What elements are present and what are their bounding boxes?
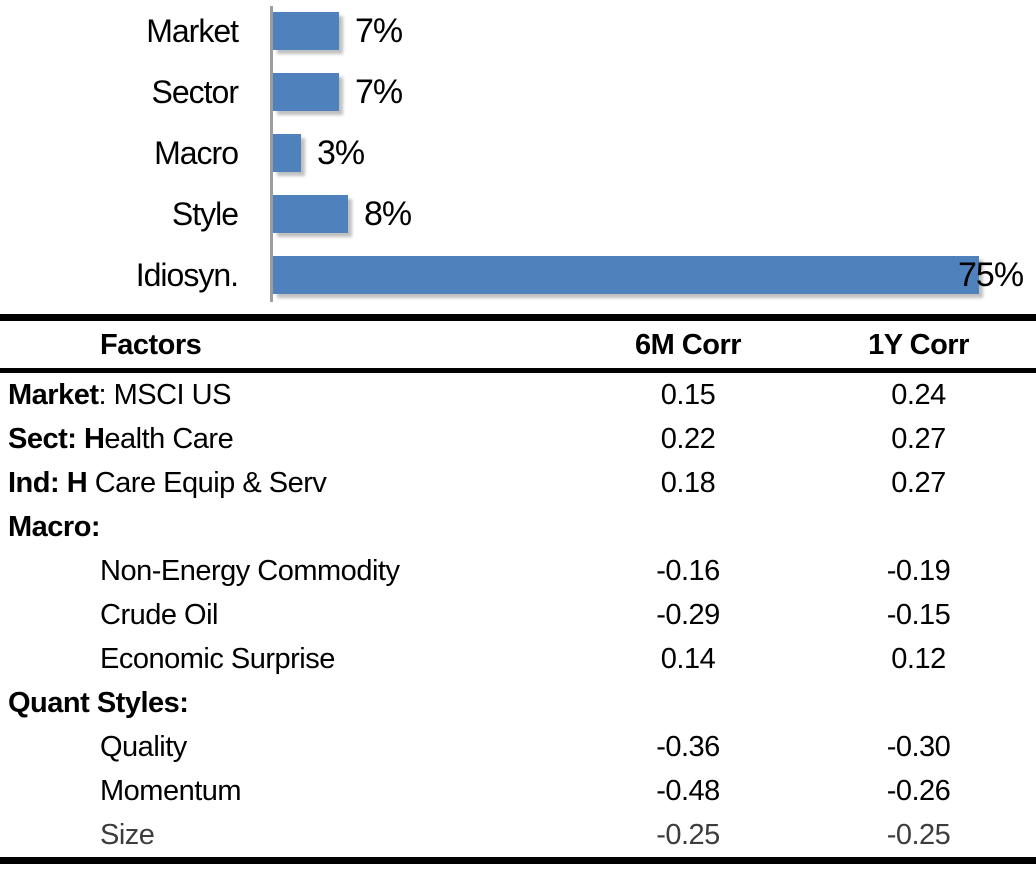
factor-label-segment: Sect: H: [8, 422, 105, 455]
bar-value-label: 3%: [317, 133, 365, 172]
factor-cell: Quality: [0, 725, 575, 769]
corr-1y-cell: -0.30: [886, 730, 951, 763]
col-header-factors: Factors: [0, 321, 575, 373]
factor-label-segment: Market: [8, 378, 99, 411]
factor-cell: Momentum: [0, 769, 575, 813]
factor-cell: Macro:: [0, 505, 575, 549]
corr-6m-cell: [575, 681, 801, 725]
table-row: Non-Energy Commodity -0.16 -0.19: [0, 549, 1036, 593]
bar-area: 8%: [273, 194, 1036, 233]
corr-1y-cell: 0.24: [891, 378, 946, 411]
factor-label-segment: Macro:: [8, 510, 101, 543]
factor-cell: Ind: H Care Equip & Serv: [0, 461, 575, 505]
corr-6m-cell: -0.25: [656, 818, 720, 851]
corr-6m-cell: [575, 505, 801, 549]
category-label: Style: [171, 195, 239, 232]
risk-decomposition-bar-chart: Market 7% Sector 7% Macro 3% Style: [0, 0, 1036, 310]
corr-1y-cell: -0.15: [886, 598, 951, 631]
table-row: Economic Surprise 0.14 0.12: [0, 637, 1036, 681]
category-label: Idiosyn.: [135, 256, 239, 293]
bar-value-label: 7%: [355, 11, 403, 50]
col-header-1y-corr: 1Y Corr: [801, 321, 1036, 373]
factor-label-segment: Crude Oil: [100, 598, 219, 631]
chart-row: Sector 7%: [0, 61, 1036, 122]
corr-6m-cell: 0.18: [660, 466, 716, 499]
chart-row: Idiosyn. 75%: [0, 244, 1036, 305]
table-row: Quality -0.36 -0.30: [0, 725, 1036, 769]
corr-6m-cell: -0.36: [656, 730, 720, 763]
factor-cell: Market: MSCI US: [0, 371, 575, 418]
corr-1y-cell: 0.12: [891, 642, 946, 675]
corr-6m-cell: 0.14: [660, 642, 716, 675]
table-row: Momentum -0.48 -0.26: [0, 769, 1036, 813]
corr-6m-cell: -0.29: [656, 598, 720, 631]
chart-row: Style 8%: [0, 183, 1036, 244]
chart-bar: [273, 72, 339, 111]
corr-6m-cell: -0.48: [656, 774, 720, 807]
factor-cell: Non-Energy Commodity: [0, 549, 575, 593]
category-label: Sector: [151, 73, 239, 110]
factor-label-segment: Non-Energy Commodity: [100, 554, 400, 587]
factor-label-segment: Size: [100, 818, 155, 851]
bar-area: 75%: [273, 255, 1036, 294]
factor-cell: Economic Surprise: [0, 637, 575, 681]
factor-cell: Size: [0, 813, 575, 857]
category-label: Macro: [154, 134, 239, 171]
correlation-table-wrap: Factors 6M Corr 1Y Corr Market: MSCI US …: [0, 314, 1036, 864]
corr-1y-cell: -0.25: [886, 818, 951, 851]
table-row: Quant Styles:: [0, 681, 1036, 725]
table-row: Market: MSCI US 0.15 0.24: [0, 371, 1036, 418]
corr-1y-cell: [801, 681, 1036, 725]
corr-1y-cell: 0.27: [891, 422, 946, 455]
factor-cell: Crude Oil: [0, 593, 575, 637]
factor-label-segment: Economic Surprise: [100, 642, 335, 675]
chart-plot-area: Market 7% Sector 7% Macro 3% Style: [0, 0, 1036, 305]
category-label: Market: [146, 12, 239, 49]
factor-correlation-table: Factors 6M Corr 1Y Corr Market: MSCI US …: [0, 321, 1036, 857]
factor-label-segment: ealth Care: [104, 422, 234, 455]
chart-bar: [273, 133, 301, 172]
table-row: Sect: Health Care 0.22 0.27: [0, 417, 1036, 461]
factor-label-segment: Care Equip & Serv: [87, 466, 327, 499]
corr-1y-cell: [801, 505, 1036, 549]
corr-6m-cell: 0.15: [660, 378, 716, 411]
chart-y-axis-line: [270, 6, 273, 302]
factor-cell: Sect: Health Care: [0, 417, 575, 461]
table-row: Crude Oil -0.29 -0.15: [0, 593, 1036, 637]
bar-value-label: 8%: [364, 194, 412, 233]
table-row: Size -0.25 -0.25: [0, 813, 1036, 857]
factor-label-segment: Momentum: [100, 774, 242, 807]
factor-label-segment: : MSCI US: [98, 378, 232, 411]
chart-bar: [273, 255, 979, 294]
bar-area: 3%: [273, 133, 1036, 172]
chart-row: Macro 3%: [0, 122, 1036, 183]
factor-label-segment: Quant Styles:: [8, 686, 189, 719]
corr-1y-cell: 0.27: [891, 466, 946, 499]
corr-6m-cell: 0.22: [660, 422, 716, 455]
table-header-row: Factors 6M Corr 1Y Corr: [0, 321, 1036, 373]
bar-value-label: 7%: [355, 72, 403, 111]
factor-label-segment: Ind: H: [8, 466, 88, 499]
bar-area: 7%: [273, 11, 1036, 50]
bar-area: 7%: [273, 72, 1036, 111]
factor-label-segment: Quality: [100, 730, 187, 763]
corr-6m-cell: -0.16: [656, 554, 720, 587]
corr-1y-cell: -0.19: [886, 554, 951, 587]
factor-cell: Quant Styles:: [0, 681, 575, 725]
table-row: Macro:: [0, 505, 1036, 549]
corr-1y-cell: -0.26: [886, 774, 951, 807]
chart-row: Market 7%: [0, 0, 1036, 61]
col-header-6m-corr: 6M Corr: [575, 321, 801, 373]
table-row: Ind: H Care Equip & Serv 0.18 0.27: [0, 461, 1036, 505]
bar-value-label: 75%: [958, 255, 1024, 294]
chart-bar: [273, 194, 348, 233]
chart-bar: [273, 11, 339, 50]
